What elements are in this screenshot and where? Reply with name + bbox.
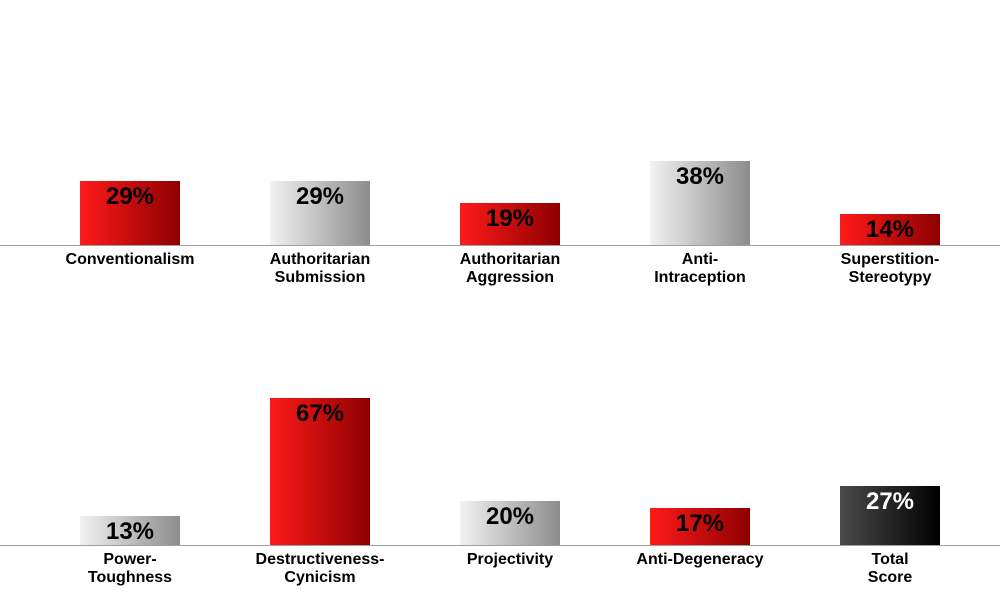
bar-label-authoritarian-submission: AuthoritarianSubmission — [240, 251, 400, 288]
bar-label-anti-intraception: Anti-Intraception — [620, 251, 780, 288]
bar-value-destructiveness-cynicism: 67% — [270, 400, 370, 428]
chart-row-0 — [0, 245, 1000, 246]
bar-label-power-toughness: Power-Toughness — [50, 551, 210, 588]
bar-label-line: Conventionalism — [50, 251, 210, 269]
bar-label-total-score: TotalScore — [810, 551, 970, 588]
bar-label-line: Anti- — [620, 251, 780, 269]
bar-value-superstition-stereotypy: 14% — [840, 216, 940, 244]
bar-label-line: Projectivity — [430, 551, 590, 569]
bar-label-projectivity: Projectivity — [430, 551, 590, 569]
bar-label-line: Aggression — [430, 269, 590, 287]
bar-value-authoritarian-submission: 29% — [270, 183, 370, 211]
bar-label-line: Authoritarian — [430, 251, 590, 269]
bar-label-line: Authoritarian — [240, 251, 400, 269]
bar-label-line: Score — [810, 569, 970, 587]
bar-chart: 29%Conventionalism29%AuthoritarianSubmis… — [0, 0, 1000, 600]
bar-label-line: Destructiveness- — [240, 551, 400, 569]
bar-value-anti-degeneracy: 17% — [650, 510, 750, 538]
bar-label-line: Intraception — [620, 269, 780, 287]
bar-label-line: Toughness — [50, 569, 210, 587]
bar-label-line: Submission — [240, 269, 400, 287]
bar-value-projectivity: 20% — [460, 503, 560, 531]
bar-label-line: Anti-Degeneracy — [620, 551, 780, 569]
bar-label-authoritarian-aggression: AuthoritarianAggression — [430, 251, 590, 288]
bar-label-line: Stereotypy — [810, 269, 970, 287]
bar-label-line: Power- — [50, 551, 210, 569]
bar-value-power-toughness: 13% — [80, 518, 180, 546]
bar-value-authoritarian-aggression: 19% — [460, 205, 560, 233]
bar-label-destructiveness-cynicism: Destructiveness-Cynicism — [240, 551, 400, 588]
bar-label-anti-degeneracy: Anti-Degeneracy — [620, 551, 780, 569]
bar-label-superstition-stereotypy: Superstition-Stereotypy — [810, 251, 970, 288]
bar-label-line: Superstition- — [810, 251, 970, 269]
bar-value-conventionalism: 29% — [80, 183, 180, 211]
bar-label-line: Total — [810, 551, 970, 569]
bar-value-anti-intraception: 38% — [650, 163, 750, 191]
bar-label-line: Cynicism — [240, 569, 400, 587]
bar-value-total-score: 27% — [840, 488, 940, 516]
bar-label-conventionalism: Conventionalism — [50, 251, 210, 269]
